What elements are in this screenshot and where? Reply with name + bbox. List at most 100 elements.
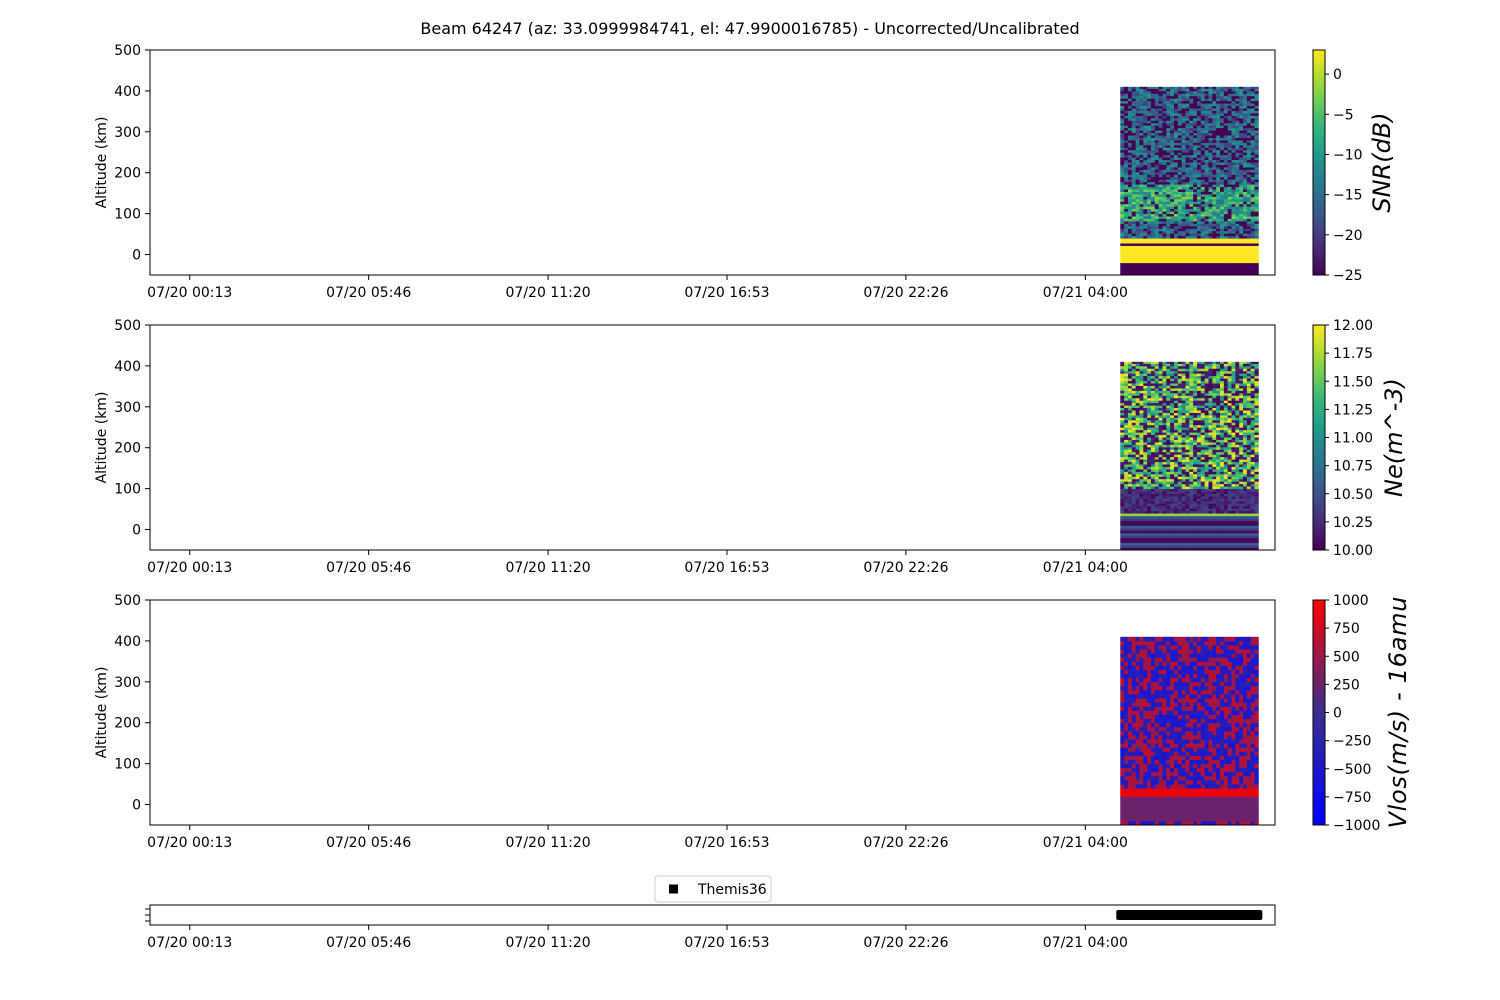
heatmap-cell — [1235, 405, 1240, 409]
heatmap-cell — [1189, 216, 1194, 219]
heatmap-cell — [1158, 262, 1163, 266]
heatmap-cell — [1200, 542, 1206, 546]
heatmap-cell — [1143, 184, 1148, 188]
heatmap-cell — [1166, 248, 1171, 251]
heatmap-cell — [1185, 147, 1190, 151]
heatmap-cell — [1250, 410, 1255, 413]
heatmap-cell — [1189, 252, 1194, 256]
heatmap-cell — [1200, 149, 1206, 153]
heatmap-cell — [1185, 542, 1190, 546]
heatmap-cell — [1124, 456, 1129, 460]
heatmap-cell — [1166, 159, 1171, 163]
heatmap-cell — [1216, 498, 1221, 502]
heatmap-cell — [1227, 144, 1232, 148]
heatmap-cell — [1173, 216, 1179, 219]
heatmap-cell — [1166, 540, 1171, 544]
heatmap-cell — [1173, 223, 1179, 227]
heatmap-cell — [1131, 471, 1137, 475]
heatmap-cell — [1231, 130, 1236, 134]
heatmap-cell — [1204, 265, 1209, 269]
heatmap-cell — [1170, 216, 1175, 219]
heatmap-cell — [1250, 225, 1255, 229]
heatmap-cell — [1196, 481, 1202, 485]
heatmap-cell — [1131, 466, 1137, 470]
heatmap-cell — [1193, 454, 1198, 458]
heatmap-cell — [1196, 100, 1202, 104]
heatmap-cell — [1120, 238, 1125, 242]
heatmap-cell — [1227, 245, 1232, 249]
heatmap-cell — [1181, 228, 1186, 232]
heatmap-cell — [1154, 164, 1160, 168]
heatmap-cell — [1246, 486, 1252, 490]
heatmap-cell — [1139, 248, 1144, 251]
heatmap-cell — [1147, 196, 1152, 200]
heatmap-cell — [1243, 198, 1248, 202]
heatmap-cell — [1204, 240, 1209, 244]
heatmap-cell — [1219, 493, 1225, 497]
heatmap-cell — [1154, 147, 1160, 151]
heatmap-cell — [1120, 113, 1125, 116]
heatmap-cell — [1158, 206, 1163, 210]
heatmap-cell — [1120, 508, 1125, 512]
heatmap-cell — [1154, 157, 1160, 161]
heatmap-cell — [1124, 142, 1129, 146]
heatmap-cell — [1177, 191, 1183, 195]
heatmap-cell — [1204, 540, 1209, 544]
heatmap-cell — [1166, 483, 1171, 487]
heatmap-cell — [1177, 120, 1183, 124]
heatmap-cell — [1227, 493, 1232, 497]
heatmap-cell — [1131, 446, 1137, 450]
heatmap-cell — [1254, 252, 1259, 256]
heatmap-cell — [1223, 169, 1229, 173]
heatmap-cell — [1189, 260, 1194, 264]
heatmap-cell — [1200, 473, 1206, 477]
heatmap-cell — [1127, 213, 1133, 217]
heatmap-cell — [1204, 405, 1209, 409]
heatmap-cell — [1216, 213, 1221, 217]
heatmap-cell — [1139, 407, 1144, 411]
heatmap-cell — [1185, 248, 1190, 251]
heatmap-cell — [1143, 503, 1148, 507]
heatmap-cell — [1170, 196, 1175, 200]
heatmap-cell — [1150, 233, 1156, 237]
heatmap-cell — [1189, 402, 1194, 406]
heatmap-cell — [1162, 496, 1167, 499]
heatmap-cell — [1250, 245, 1255, 249]
heatmap-cell — [1235, 432, 1240, 436]
heatmap-cell — [1154, 103, 1160, 107]
heatmap-cell — [1120, 140, 1125, 143]
heatmap-cell — [1124, 221, 1129, 224]
heatmap-cell — [1120, 147, 1125, 151]
heatmap-cell — [1227, 410, 1232, 413]
heatmap-cell — [1170, 250, 1175, 254]
heatmap-cell — [1124, 508, 1129, 512]
heatmap-cell — [1193, 267, 1198, 271]
heatmap-cell — [1170, 142, 1175, 146]
heatmap-cell — [1147, 98, 1152, 102]
heatmap-cell — [1181, 147, 1186, 151]
heatmap-cell — [1223, 535, 1229, 539]
heatmap-cell — [1158, 272, 1163, 275]
heatmap-cell — [1250, 152, 1255, 156]
heatmap-cell — [1254, 135, 1259, 138]
heatmap-cell — [1170, 125, 1175, 129]
heatmap-cell — [1208, 196, 1213, 200]
heatmap-cell — [1143, 491, 1148, 494]
heatmap-cell — [1124, 265, 1129, 269]
heatmap-cell — [1189, 500, 1194, 504]
heatmap-cell — [1204, 238, 1209, 242]
heatmap-cell — [1219, 135, 1225, 138]
heatmap-cell — [1120, 250, 1125, 254]
heatmap-cell — [1212, 245, 1217, 249]
heatmap-cell — [1231, 471, 1236, 475]
heatmap-cell — [1235, 120, 1240, 124]
heatmap-cell — [1189, 137, 1194, 141]
heatmap-cell — [1131, 439, 1137, 443]
heatmap-cell — [1243, 422, 1248, 426]
heatmap-cell — [1196, 144, 1202, 148]
heatmap-cell — [1181, 478, 1186, 482]
heatmap-cell — [1170, 520, 1175, 524]
heatmap-cell — [1212, 211, 1217, 215]
heatmap-cell — [1166, 471, 1171, 475]
heatmap-cell — [1135, 181, 1140, 185]
